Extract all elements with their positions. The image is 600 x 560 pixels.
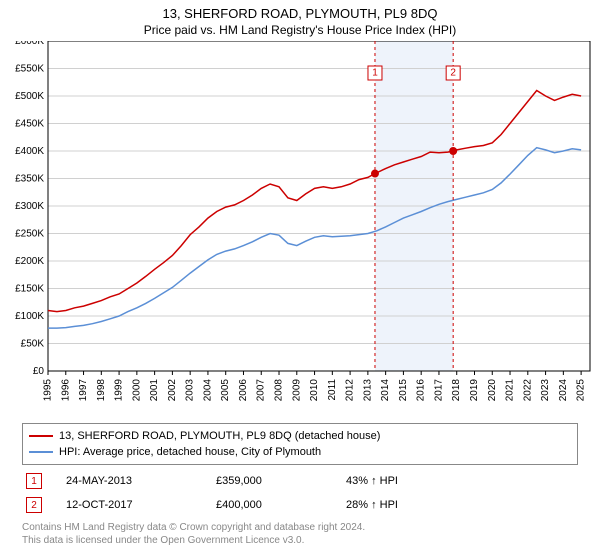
event-dot-2	[449, 147, 457, 155]
x-tick-label: 2022	[522, 379, 533, 402]
x-tick-label: 2009	[291, 379, 302, 402]
sale-row: 1 24-MAY-2013£359,00043% ↑ HPI	[22, 469, 578, 493]
chart-title: 13, SHERFORD ROAD, PLYMOUTH, PL9 8DQ	[0, 0, 600, 21]
x-tick-label: 1999	[114, 379, 125, 402]
sale-date: 24-MAY-2013	[62, 469, 212, 493]
x-tick-label: 2025	[576, 379, 587, 402]
sale-date: 12-OCT-2017	[62, 493, 212, 517]
legend-label: 13, SHERFORD ROAD, PLYMOUTH, PL9 8DQ (de…	[59, 430, 380, 442]
sale-marker-cell: 1	[22, 469, 62, 493]
event-marker-label-1: 1	[372, 68, 378, 79]
x-tick-label: 2005	[220, 379, 231, 402]
x-tick-label: 2016	[416, 379, 427, 402]
y-tick-label: £100K	[15, 311, 44, 322]
x-tick-label: 2007	[256, 379, 267, 402]
legend-swatch	[29, 435, 53, 437]
x-tick-label: 2011	[327, 379, 338, 401]
x-tick-label: 2024	[558, 379, 569, 402]
legend-row: 13, SHERFORD ROAD, PLYMOUTH, PL9 8DQ (de…	[29, 428, 571, 444]
chart-svg: £0 £50K £100K £150K £200K £250K £300K £350K £400…	[0, 41, 600, 421]
event-dot-1	[371, 170, 379, 178]
y-tick-label: £150K	[15, 284, 44, 295]
sale-delta: 28% ↑ HPI	[342, 493, 578, 517]
x-tick-label: 2014	[380, 379, 391, 402]
x-tick-label: 2023	[540, 379, 551, 402]
chart-area: £0 £50K £100K £150K £200K £250K £300K £350K £400…	[0, 41, 600, 421]
x-tick-label: 1995	[43, 379, 54, 402]
y-tick-label: £300K	[15, 201, 44, 212]
y-tick-label: £0	[33, 366, 45, 377]
x-tick-label: 2021	[505, 379, 516, 402]
y-tick-label: £600K	[15, 41, 44, 47]
x-tick-label: 2012	[345, 379, 356, 402]
sale-delta: 43% ↑ HPI	[342, 469, 578, 493]
y-tick-label: £450K	[15, 119, 44, 130]
sale-marker: 1	[26, 473, 42, 489]
x-tick-label: 1996	[60, 379, 71, 402]
x-tick-label: 2020	[487, 379, 498, 402]
x-tick-label: 2013	[362, 379, 373, 402]
y-tick-label: £400K	[15, 146, 44, 157]
y-tick-label: £550K	[15, 64, 44, 75]
x-tick-label: 2001	[149, 379, 160, 402]
y-tick-label: £350K	[15, 174, 44, 185]
x-tick-label: 2008	[274, 379, 285, 402]
legend-row: HPI: Average price, detached house, City…	[29, 444, 571, 460]
legend-label: HPI: Average price, detached house, City…	[59, 446, 321, 458]
sale-price: £359,000	[212, 469, 342, 493]
x-tick-label: 2002	[167, 379, 178, 402]
event-marker-label-2: 2	[450, 68, 456, 79]
x-tick-label: 2010	[309, 379, 320, 402]
x-tick-label: 2000	[131, 379, 142, 402]
x-tick-label: 2006	[238, 379, 249, 402]
y-tick-label: £250K	[15, 229, 44, 240]
sale-row: 2 12-OCT-2017£400,00028% ↑ HPI	[22, 493, 578, 517]
chart-footer: 13, SHERFORD ROAD, PLYMOUTH, PL9 8DQ (de…	[0, 421, 600, 547]
chart-subtitle: Price paid vs. HM Land Registry's House …	[0, 21, 600, 41]
sale-price: £400,000	[212, 493, 342, 517]
x-tick-label: 1998	[96, 379, 107, 402]
attribution: Contains HM Land Registry data © Crown c…	[22, 517, 578, 547]
y-tick-label: £200K	[15, 256, 44, 267]
attribution-line-2: This data is licensed under the Open Gov…	[22, 534, 578, 547]
y-tick-label: £50K	[21, 339, 45, 350]
x-tick-label: 2018	[451, 379, 462, 402]
x-tick-label: 2004	[202, 379, 213, 402]
y-tick-label: £500K	[15, 91, 44, 102]
x-tick-label: 2017	[433, 379, 444, 402]
attribution-line-1: Contains HM Land Registry data © Crown c…	[22, 521, 578, 534]
x-tick-label: 2003	[185, 379, 196, 402]
legend-swatch	[29, 451, 53, 453]
sale-marker: 2	[26, 497, 42, 513]
x-tick-label: 1997	[78, 379, 89, 402]
sales-table: 1 24-MAY-2013£359,00043% ↑ HPI 2 12-OCT-201…	[22, 469, 578, 517]
x-tick-label: 2015	[398, 379, 409, 402]
legend-box: 13, SHERFORD ROAD, PLYMOUTH, PL9 8DQ (de…	[22, 423, 578, 465]
x-tick-label: 2019	[469, 379, 480, 402]
sale-marker-cell: 2	[22, 493, 62, 517]
